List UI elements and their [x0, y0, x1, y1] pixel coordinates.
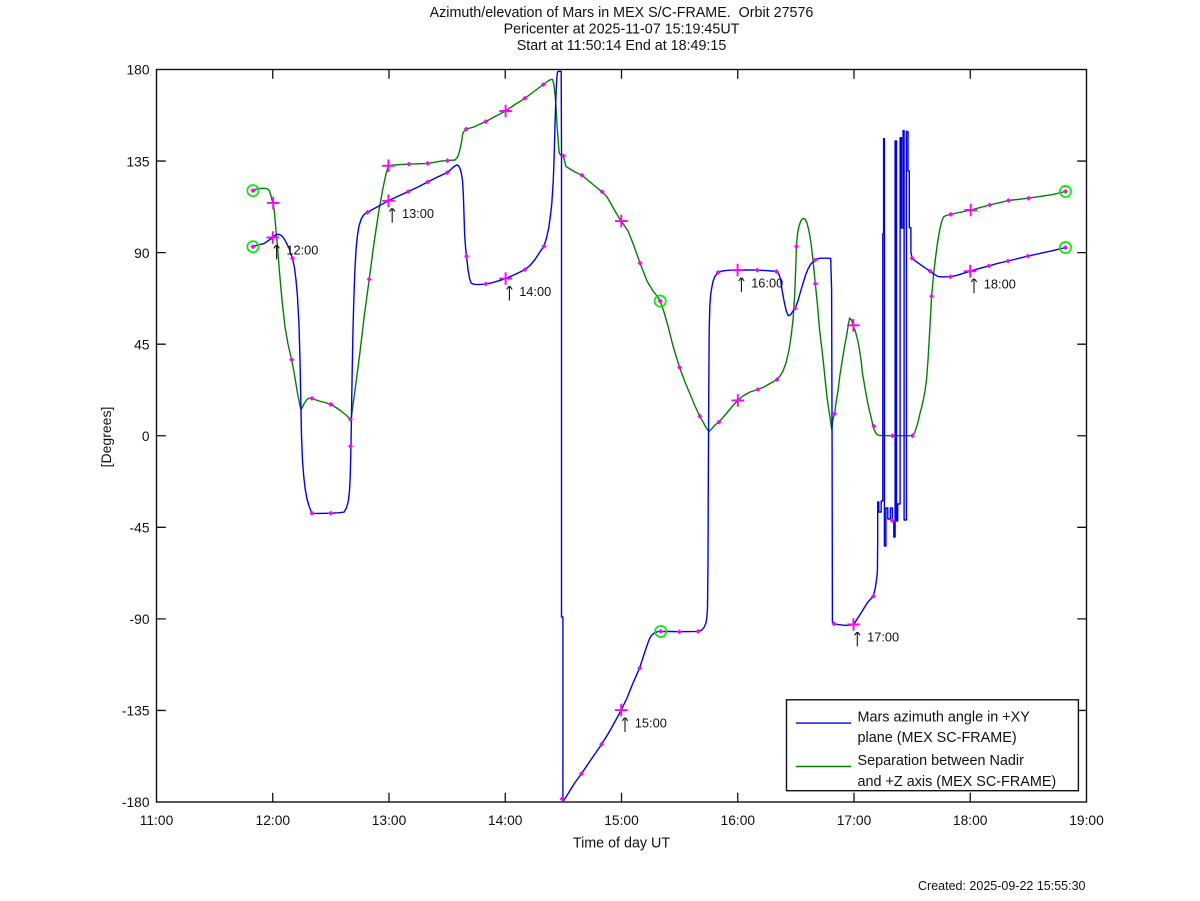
svg-text:-45: -45	[130, 521, 150, 536]
svg-text:Azimuth/elevation of Mars in M: Azimuth/elevation of Mars in MEX S/C-FRA…	[430, 5, 814, 21]
svg-text:135: 135	[126, 154, 149, 169]
svg-text:90: 90	[134, 246, 150, 261]
svg-text:18:00: 18:00	[953, 813, 988, 828]
svg-text:13:00: 13:00	[402, 206, 434, 221]
svg-text:Separation between Nadir: Separation between Nadir	[858, 753, 1025, 769]
svg-text:13:00: 13:00	[372, 813, 407, 828]
svg-text:15:00: 15:00	[604, 813, 639, 828]
svg-text:Start at 11:50:14 End at 18:49: Start at 11:50:14 End at 18:49:15	[517, 38, 727, 54]
svg-text:12:00: 12:00	[286, 243, 318, 258]
svg-text:Time of day UT: Time of day UT	[573, 836, 670, 852]
svg-text:12:00: 12:00	[256, 813, 291, 828]
svg-text:[Degrees]: [Degrees]	[98, 407, 114, 468]
svg-text:14:00: 14:00	[519, 284, 551, 299]
svg-text:-135: -135	[122, 704, 150, 719]
svg-text:16:00: 16:00	[751, 275, 783, 290]
svg-text:Pericenter at 2025-11-07 15:19: Pericenter at 2025-11-07 15:19:45UT	[504, 22, 740, 38]
svg-text:17:00: 17:00	[837, 813, 872, 828]
svg-text:14:00: 14:00	[488, 813, 523, 828]
svg-text:Created: 2025-09-22 15:55:30: Created: 2025-09-22 15:55:30	[918, 879, 1086, 893]
svg-text:45: 45	[134, 337, 150, 352]
svg-text:0: 0	[142, 429, 150, 444]
svg-text:16:00: 16:00	[721, 813, 756, 828]
svg-text:-90: -90	[130, 612, 150, 627]
svg-text:19:00: 19:00	[1069, 813, 1104, 828]
svg-text:and +Z axis (MEX SC-FRAME): and +Z axis (MEX SC-FRAME)	[858, 774, 1057, 790]
svg-text:17:00: 17:00	[867, 630, 899, 645]
svg-text:15:00: 15:00	[635, 715, 667, 730]
svg-text:Mars azimuth angle in +XY: Mars azimuth angle in +XY	[858, 709, 1031, 725]
svg-text:18:00: 18:00	[984, 276, 1016, 291]
svg-text:11:00: 11:00	[140, 813, 174, 828]
svg-text:-180: -180	[122, 795, 150, 810]
svg-text:plane (MEX SC-FRAME): plane (MEX SC-FRAME)	[858, 730, 1017, 746]
svg-text:180: 180	[126, 63, 149, 78]
